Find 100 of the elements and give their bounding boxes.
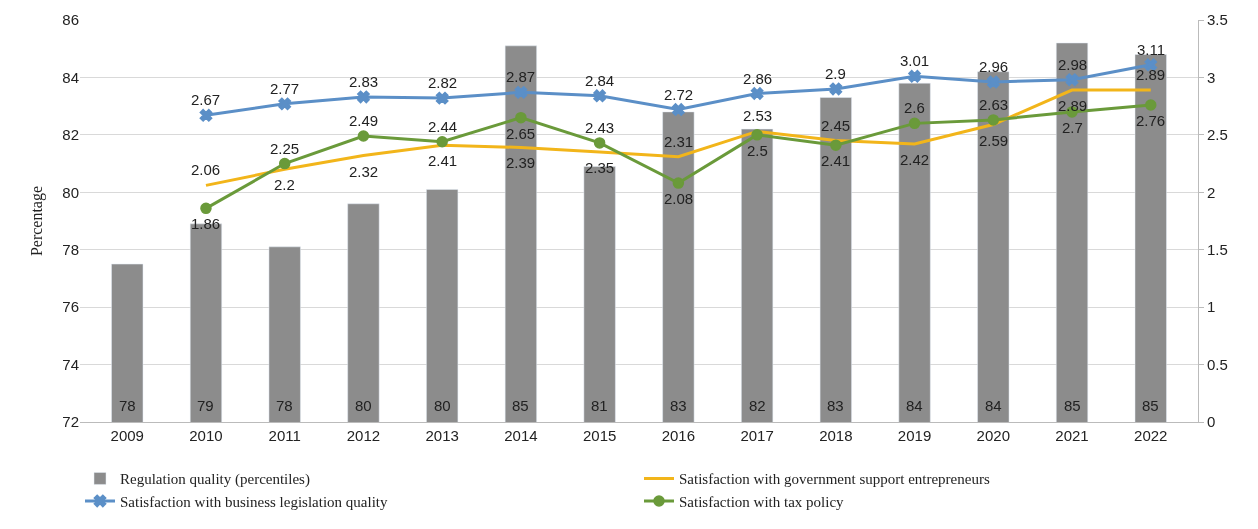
data-label: 2.42 (900, 151, 930, 168)
y-axis-title: Percentage (28, 185, 47, 257)
data-label: 2.77 (270, 80, 300, 97)
point (514, 85, 528, 99)
x-tick-label: 2019 (897, 427, 932, 444)
point (751, 129, 763, 141)
point (278, 97, 292, 111)
data-label: 80 (355, 397, 372, 414)
point (199, 108, 213, 122)
data-label: 2.63 (979, 96, 1009, 113)
data-label: 2.82 (428, 74, 458, 91)
y-tick-label: 80 (62, 183, 79, 201)
data-label: 3.01 (900, 52, 930, 69)
legend-label: Satisfaction with business legislation quality (120, 493, 388, 510)
data-label: 2.89 (1136, 66, 1166, 83)
x-tick-label: 2011 (268, 427, 301, 444)
x-tick-label: 2022 (1134, 427, 1168, 444)
point (593, 89, 607, 103)
data-label: 2.41 (821, 152, 851, 169)
data-label: 2.9 (825, 65, 846, 82)
point (515, 111, 527, 124)
data-label: 2.5 (747, 142, 768, 159)
data-label: 2.39 (506, 154, 536, 171)
data-label: 2.2 (274, 176, 295, 193)
data-label: 83 (827, 397, 844, 414)
data-label: 2.96 (979, 58, 1009, 75)
point (278, 157, 291, 170)
x-tick-label: 2014 (504, 427, 538, 444)
data-label: 2.45 (821, 117, 851, 134)
x-tick-label: 2010 (189, 427, 223, 444)
point (435, 91, 449, 105)
point (750, 87, 764, 100)
y2-tick-label: 1.5 (1207, 240, 1228, 258)
data-label: 2.6 (904, 99, 925, 116)
point (829, 82, 843, 96)
data-label: 2.7 (1062, 119, 1083, 136)
data-label: 85 (1142, 397, 1159, 414)
data-label: 2.41 (428, 152, 458, 169)
data-label: 2.25 (270, 140, 300, 157)
data-label: 2.65 (506, 125, 536, 142)
data-label: 2.67 (191, 91, 221, 108)
data-label: 3.11 (1137, 41, 1166, 58)
x-tick-label: 2017 (740, 427, 774, 444)
y2-tick-label: 3 (1207, 68, 1216, 86)
data-label: 2.44 (428, 118, 458, 135)
data-label: 2.32 (349, 163, 379, 180)
data-label: 1.86 (191, 215, 221, 232)
data-label: 2.89 (1058, 97, 1088, 114)
data-label: 78 (119, 397, 136, 414)
data-label: 2.87 (506, 68, 536, 85)
data-label: 2.06 (191, 161, 221, 178)
data-label: 2.08 (664, 190, 694, 207)
data-label: 2.84 (585, 72, 615, 89)
data-label: 83 (670, 397, 687, 414)
data-label: 79 (197, 397, 214, 414)
point (908, 117, 921, 130)
y2-tick-label: 3.5 (1207, 11, 1228, 29)
x-tick-label: 2016 (661, 427, 696, 444)
data-label: 2.59 (979, 132, 1009, 149)
x-tick-label: 2012 (346, 427, 381, 444)
point (986, 75, 1000, 89)
point (671, 103, 685, 116)
y2-tick-label: 0 (1207, 413, 1216, 431)
data-label: 2.72 (664, 86, 694, 103)
data-label: 80 (434, 397, 451, 414)
x-tick-label: 2020 (976, 427, 1010, 444)
x-tick-label: 2015 (582, 427, 617, 444)
y2-tick-label: 2.5 (1207, 126, 1228, 144)
data-label: 2.76 (1136, 112, 1166, 129)
data-label: 2.83 (349, 73, 379, 90)
point (357, 130, 370, 142)
y2-tick-label: 2 (1207, 183, 1216, 201)
point (672, 177, 685, 189)
y-tick-label: 74 (62, 355, 79, 373)
x-tick-label: 2013 (425, 427, 459, 444)
legend-label: Satisfaction with tax policy (679, 493, 845, 510)
point (357, 90, 370, 104)
data-label: 2.49 (349, 112, 379, 129)
x-tick-label: 2018 (819, 427, 853, 444)
y-tick-label: 82 (62, 126, 79, 144)
data-label: 2.86 (743, 70, 773, 87)
point (1145, 99, 1157, 111)
data-label: 85 (512, 397, 529, 414)
data-label: 2.43 (585, 119, 615, 136)
y-tick-label: 78 (62, 240, 79, 258)
data-label: 78 (276, 397, 293, 414)
y-tick-label: 72 (62, 413, 79, 431)
y-tick-label: 86 (62, 11, 79, 29)
data-label: 81 (591, 397, 608, 414)
x-tick-label: 2009 (110, 427, 144, 444)
data-label: 2.98 (1058, 56, 1088, 73)
y-tick-label: 84 (62, 68, 79, 86)
x-tick-label: 2021 (1055, 427, 1089, 444)
point (436, 136, 448, 148)
y2-tick-label: 1 (1207, 298, 1216, 316)
data-label: 2.53 (743, 107, 773, 124)
legend-label: Satisfaction with government support entrepreneurs (679, 471, 990, 488)
point (200, 202, 212, 215)
legend-label: Regulation quality (percentiles) (120, 471, 310, 489)
y2-tick-label: 0.5 (1207, 355, 1228, 373)
